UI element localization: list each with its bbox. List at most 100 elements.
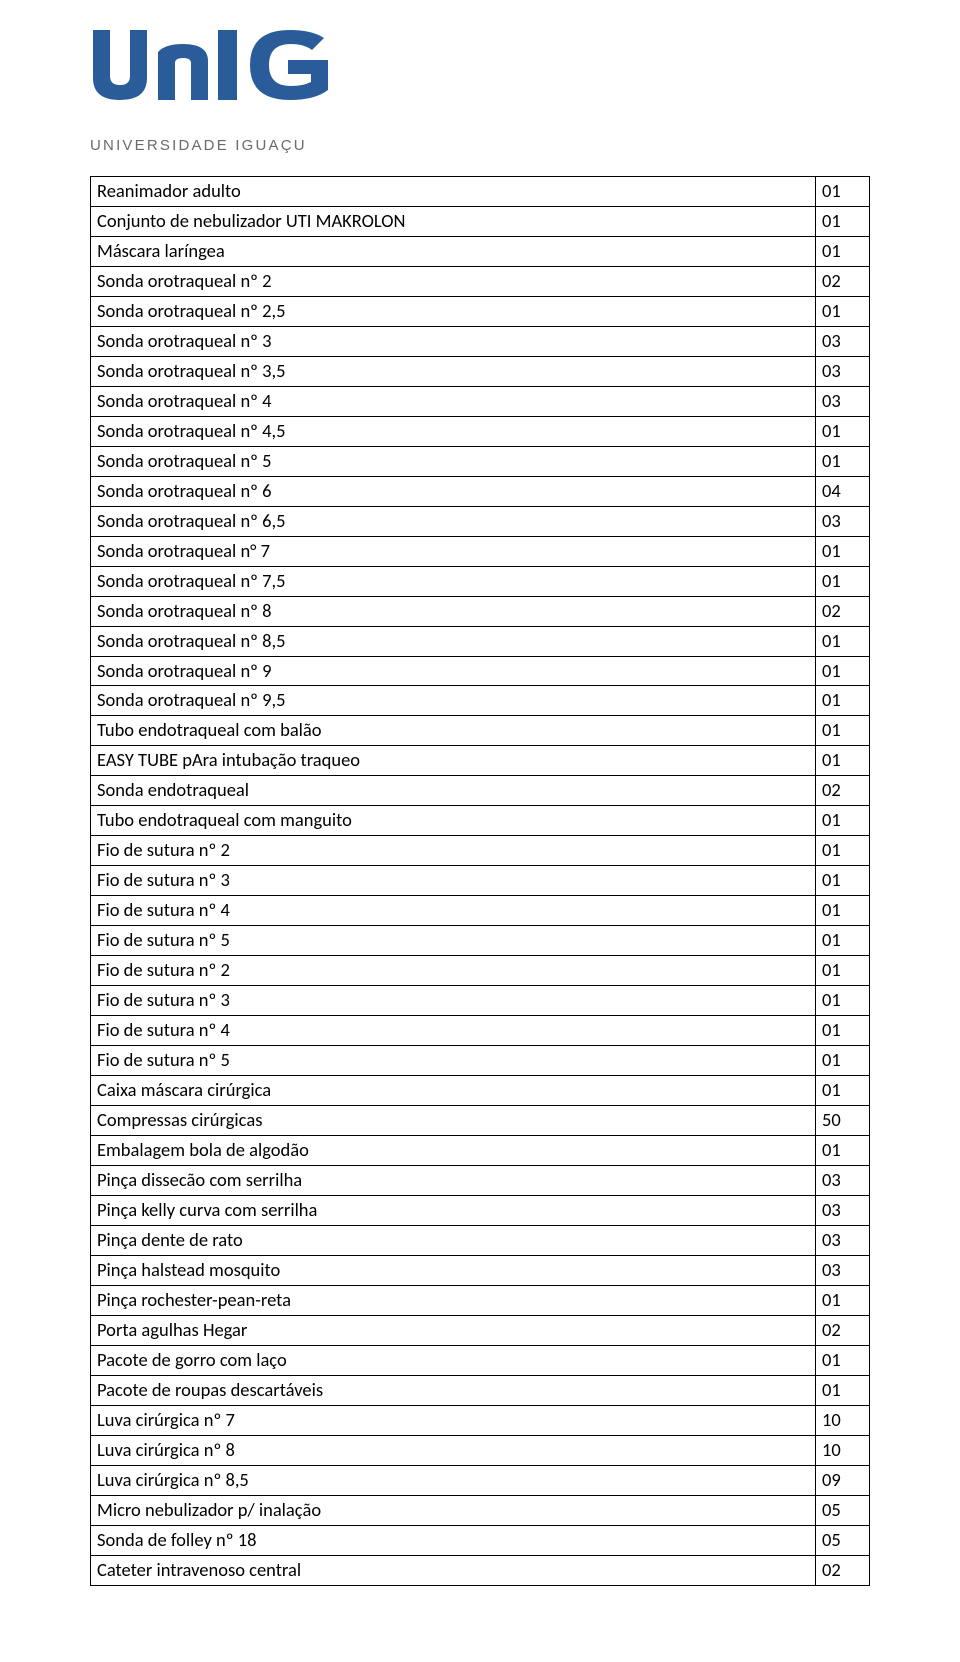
item-value-cell: 05 (816, 1525, 870, 1555)
item-label-cell: Máscara laríngea (91, 236, 816, 266)
item-label-cell: Sonda orotraqueal nº 7,5 (91, 566, 816, 596)
table-row: Sonda orotraqueal nº 4,501 (91, 416, 870, 446)
table-row: Sonda orotraqueal nº 2,501 (91, 296, 870, 326)
table-row: Pacote de roupas descartáveis01 (91, 1375, 870, 1405)
item-value-cell: 01 (816, 716, 870, 746)
item-label-cell: Fio de sutura nº 2 (91, 836, 816, 866)
item-value-cell: 01 (816, 1375, 870, 1405)
logo-block: UNIVERSIDADE IGUAÇU (90, 28, 870, 154)
table-row: Sonda orotraqueal nº 9,501 (91, 686, 870, 716)
unig-logo-icon (90, 28, 350, 120)
item-value-cell: 50 (816, 1106, 870, 1136)
item-value-cell: 01 (816, 1136, 870, 1166)
item-value-cell: 02 (816, 266, 870, 296)
item-value-cell: 02 (816, 776, 870, 806)
item-value-cell: 04 (816, 476, 870, 506)
table-row: Fio de sutura nº 201 (91, 956, 870, 986)
table-row: Conjunto de nebulizador UTI MAKROLON01 (91, 206, 870, 236)
table-row: Fio de sutura nº 201 (91, 836, 870, 866)
item-label-cell: Porta agulhas Hegar (91, 1315, 816, 1345)
item-value-cell: 01 (816, 536, 870, 566)
item-value-cell: 01 (816, 626, 870, 656)
item-value-cell: 03 (816, 506, 870, 536)
table-row: Luva cirúrgica nº 810 (91, 1435, 870, 1465)
item-label-cell: Compressas cirúrgicas (91, 1106, 816, 1136)
item-label-cell: Sonda orotraqueal nº 2,5 (91, 296, 816, 326)
item-label-cell: Tubo endotraqueal com manguito (91, 806, 816, 836)
item-value-cell: 01 (816, 1076, 870, 1106)
item-label-cell: EASY TUBE pAra intubação traqueo (91, 746, 816, 776)
item-label-cell: Sonda orotraqueal n° 7 (91, 536, 816, 566)
table-row: Tubo endotraqueal com manguito01 (91, 806, 870, 836)
table-row: Fio de sutura nº 501 (91, 926, 870, 956)
table-row: Sonda de folley nº 1805 (91, 1525, 870, 1555)
item-value-cell: 02 (816, 596, 870, 626)
table-row: Fio de sutura nº 301 (91, 986, 870, 1016)
item-value-cell: 01 (816, 177, 870, 207)
item-label-cell: Luva cirúrgica nº 8,5 (91, 1465, 816, 1495)
item-label-cell: Caixa máscara cirúrgica (91, 1076, 816, 1106)
table-row: Pinça kelly curva com serrilha03 (91, 1195, 870, 1225)
item-value-cell: 01 (816, 296, 870, 326)
table-row: Porta agulhas Hegar02 (91, 1315, 870, 1345)
item-value-cell: 09 (816, 1465, 870, 1495)
table-row: Sonda orotraqueal nº 604 (91, 476, 870, 506)
table-row: Sonda orotraqueal nº 202 (91, 266, 870, 296)
item-label-cell: Pacote de roupas descartáveis (91, 1375, 816, 1405)
item-value-cell: 01 (816, 1046, 870, 1076)
item-value-cell: 01 (816, 1285, 870, 1315)
item-label-cell: Fio de sutura nº 5 (91, 1046, 816, 1076)
table-row: Fio de sutura nº 501 (91, 1046, 870, 1076)
item-value-cell: 01 (816, 866, 870, 896)
item-label-cell: Embalagem bola de algodão (91, 1136, 816, 1166)
item-value-cell: 10 (816, 1435, 870, 1465)
table-row: Sonda orotraqueal nº 7,501 (91, 566, 870, 596)
table-row: Sonda orotraqueal nº 802 (91, 596, 870, 626)
table-row: Sonda orotraqueal nº 501 (91, 446, 870, 476)
table-row: Luva cirúrgica nº 710 (91, 1405, 870, 1435)
item-value-cell: 03 (816, 386, 870, 416)
item-label-cell: Reanimador adulto (91, 177, 816, 207)
item-value-cell: 03 (816, 1225, 870, 1255)
item-label-cell: Luva cirúrgica nº 7 (91, 1405, 816, 1435)
item-value-cell: 01 (816, 836, 870, 866)
item-label-cell: Sonda orotraqueal nº 5 (91, 446, 816, 476)
table-row: Compressas cirúrgicas50 (91, 1106, 870, 1136)
item-value-cell: 01 (816, 206, 870, 236)
item-label-cell: Fio de sutura nº 2 (91, 956, 816, 986)
item-value-cell: 01 (816, 746, 870, 776)
table-row: Pacote de gorro com laço01 (91, 1345, 870, 1375)
item-label-cell: Pinça rochester-pean-reta (91, 1285, 816, 1315)
table-row: Sonda endotraqueal02 (91, 776, 870, 806)
table-row: Pinça rochester-pean-reta01 (91, 1285, 870, 1315)
item-value-cell: 03 (816, 1255, 870, 1285)
item-value-cell: 01 (816, 986, 870, 1016)
item-value-cell: 03 (816, 326, 870, 356)
item-value-cell: 10 (816, 1405, 870, 1435)
item-value-cell: 01 (816, 566, 870, 596)
table-row: Cateter intravenoso central02 (91, 1555, 870, 1585)
table-row: Pinça dissecão com serrilha03 (91, 1165, 870, 1195)
table-row: Pinça dente de rato03 (91, 1225, 870, 1255)
item-value-cell: 01 (816, 236, 870, 266)
table-row: Sonda orotraqueal nº 8,501 (91, 626, 870, 656)
item-label-cell: Sonda orotraqueal nº 6,5 (91, 506, 816, 536)
item-value-cell: 01 (816, 416, 870, 446)
item-label-cell: Pacote de gorro com laço (91, 1345, 816, 1375)
item-value-cell: 01 (816, 956, 870, 986)
item-value-cell: 01 (816, 686, 870, 716)
table-row: Luva cirúrgica nº 8,509 (91, 1465, 870, 1495)
table-row: Sonda orotraqueal nº 901 (91, 656, 870, 686)
item-label-cell: Sonda orotraqueal nº 9 (91, 656, 816, 686)
item-label-cell: Pinça dente de rato (91, 1225, 816, 1255)
item-value-cell: 01 (816, 926, 870, 956)
item-label-cell: Fio de sutura nº 5 (91, 926, 816, 956)
item-label-cell: Sonda orotraqueal nº 3,5 (91, 356, 816, 386)
items-table: Reanimador adulto01Conjunto de nebulizad… (90, 176, 870, 1586)
item-label-cell: Fio de sutura nº 3 (91, 986, 816, 1016)
item-label-cell: Pinça halstead mosquito (91, 1255, 816, 1285)
table-row: Fio de sutura nº 401 (91, 896, 870, 926)
item-label-cell: Fio de sutura nº 4 (91, 1016, 816, 1046)
table-row: Sonda orotraqueal nº 6,503 (91, 506, 870, 536)
item-value-cell: 01 (816, 806, 870, 836)
